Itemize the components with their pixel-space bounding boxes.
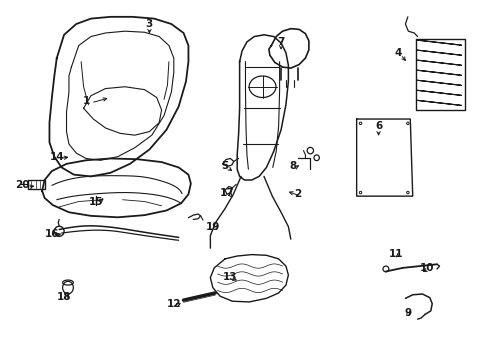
Text: 11: 11 (387, 248, 402, 258)
Text: 3: 3 (145, 19, 153, 29)
Text: 14: 14 (49, 152, 64, 162)
Text: 15: 15 (88, 197, 103, 207)
Text: 10: 10 (419, 263, 434, 273)
Text: 5: 5 (221, 161, 228, 171)
Text: 13: 13 (222, 272, 237, 282)
Ellipse shape (62, 280, 73, 285)
Text: 18: 18 (57, 292, 71, 302)
Text: 20: 20 (15, 180, 30, 190)
Text: 7: 7 (277, 37, 284, 47)
Ellipse shape (313, 155, 319, 161)
Text: 4: 4 (394, 48, 401, 58)
Ellipse shape (248, 76, 275, 98)
Text: 6: 6 (374, 121, 382, 131)
Ellipse shape (306, 147, 313, 154)
Text: 1: 1 (82, 96, 89, 106)
Text: 12: 12 (166, 299, 181, 309)
Text: 16: 16 (44, 229, 59, 239)
Text: 17: 17 (220, 188, 234, 198)
Text: 2: 2 (294, 189, 301, 199)
Text: 9: 9 (404, 308, 410, 318)
Text: 19: 19 (205, 222, 220, 231)
Text: 8: 8 (289, 161, 296, 171)
